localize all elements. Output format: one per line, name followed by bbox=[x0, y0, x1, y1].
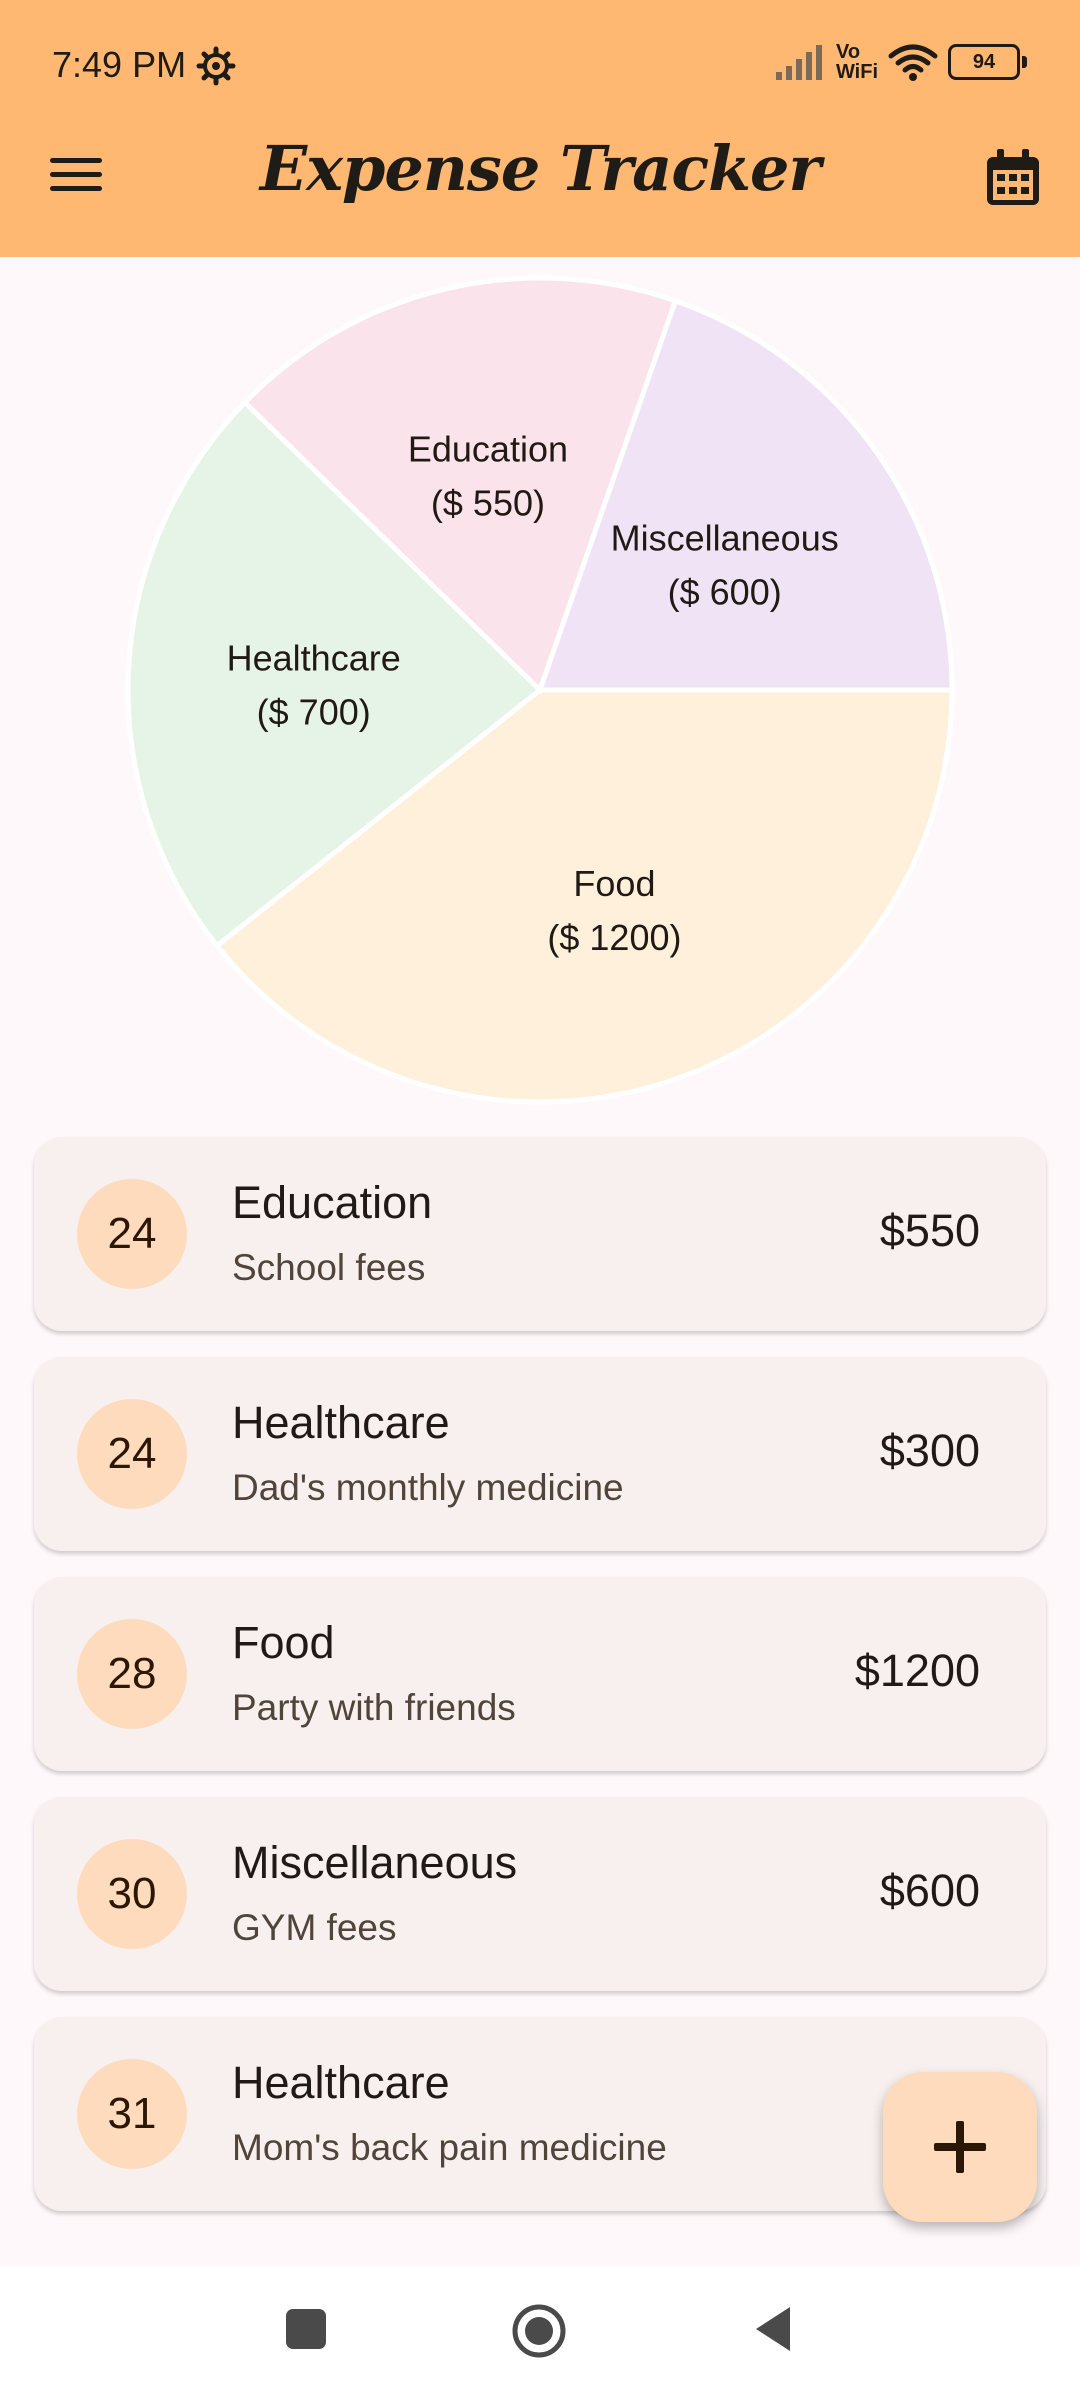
calendar-icon[interactable] bbox=[984, 148, 1042, 208]
expense-card[interactable]: 24 Healthcare Dad's monthly medicine $30… bbox=[34, 1357, 1046, 1551]
pie-label: Healthcare bbox=[227, 637, 401, 678]
status-icons: Vo WiFi 94 bbox=[774, 41, 1027, 83]
expense-description: Mom's back pain medicine bbox=[232, 2127, 667, 2168]
system-nav-bar bbox=[0, 2266, 1080, 2400]
expense-description: Dad's monthly medicine bbox=[232, 1467, 624, 1508]
expense-description: GYM fees bbox=[232, 1907, 397, 1948]
pie-value-label: ($ 550) bbox=[431, 482, 545, 523]
hamburger-menu-icon[interactable] bbox=[46, 152, 106, 204]
expense-description: School fees bbox=[232, 1247, 426, 1288]
pie-slice-food bbox=[213, 687, 955, 1105]
pie-slice-miscellaneous bbox=[536, 297, 955, 693]
pie-label: Education bbox=[408, 428, 568, 469]
expense-card[interactable]: 28 Food Party with friends $1200 bbox=[34, 1577, 1046, 1771]
pie-slice-education bbox=[241, 275, 679, 695]
expense-list: 24 Education School fees $550 24 Healthc… bbox=[34, 1137, 1046, 2237]
pie-value-label: ($ 700) bbox=[257, 691, 371, 732]
expense-amount: $600 bbox=[879, 1865, 980, 1916]
settings-gear-icon bbox=[196, 46, 236, 86]
day-badge: 31 bbox=[77, 2059, 187, 2169]
expense-card[interactable]: 24 Education School fees $550 bbox=[34, 1137, 1046, 1331]
pie-slice-healthcare bbox=[125, 398, 544, 950]
add-expense-button[interactable] bbox=[883, 2072, 1037, 2222]
vowifi-indicator: Vo WiFi bbox=[835, 41, 878, 83]
pie-label: Food bbox=[573, 863, 655, 904]
day-badge: 24 bbox=[77, 1179, 187, 1289]
expense-category: Food bbox=[232, 1617, 335, 1668]
expense-card[interactable]: 30 Miscellaneous GYM fees $600 bbox=[34, 1797, 1046, 1991]
status-time: 7:49 PM bbox=[52, 44, 187, 85]
pie-value-label: ($ 600) bbox=[668, 572, 782, 613]
expense-pie-chart: Food ($ 1200) Healthcare ($ 700) Education ($… bbox=[125, 275, 955, 1105]
page-title: Expense Tracker bbox=[259, 132, 821, 205]
battery-indicator: 94 bbox=[948, 44, 1027, 80]
back-triangle-icon[interactable] bbox=[752, 2304, 794, 2354]
plus-icon bbox=[934, 2121, 986, 2173]
expense-category: Education bbox=[232, 1177, 433, 1228]
expense-category: Healthcare bbox=[232, 1397, 450, 1448]
recents-square-icon[interactable] bbox=[283, 2306, 329, 2352]
expense-card[interactable]: 31 Healthcare Mom's back pain medicine $ bbox=[34, 2017, 1046, 2211]
expense-category: Miscellaneous bbox=[232, 1837, 518, 1888]
expense-description: Party with friends bbox=[232, 1687, 516, 1728]
cellular-signal-icon bbox=[775, 45, 822, 80]
expense-category: Healthcare bbox=[232, 2057, 450, 2108]
expense-amount: $300 bbox=[879, 1425, 980, 1476]
expense-amount: $1200 bbox=[854, 1645, 980, 1696]
day-badge: 24 bbox=[77, 1399, 187, 1509]
expense-amount: $550 bbox=[879, 1205, 980, 1256]
day-badge: 30 bbox=[77, 1839, 187, 1949]
app-bar: 7:49 PM Vo WiFi 94 bbox=[0, 0, 1080, 257]
wifi-icon bbox=[888, 44, 938, 81]
day-badge: 28 bbox=[77, 1619, 187, 1729]
home-circle-icon[interactable] bbox=[510, 2302, 568, 2360]
pie-value-label: ($ 1200) bbox=[547, 917, 681, 958]
pie-label: Miscellaneous bbox=[611, 518, 839, 559]
